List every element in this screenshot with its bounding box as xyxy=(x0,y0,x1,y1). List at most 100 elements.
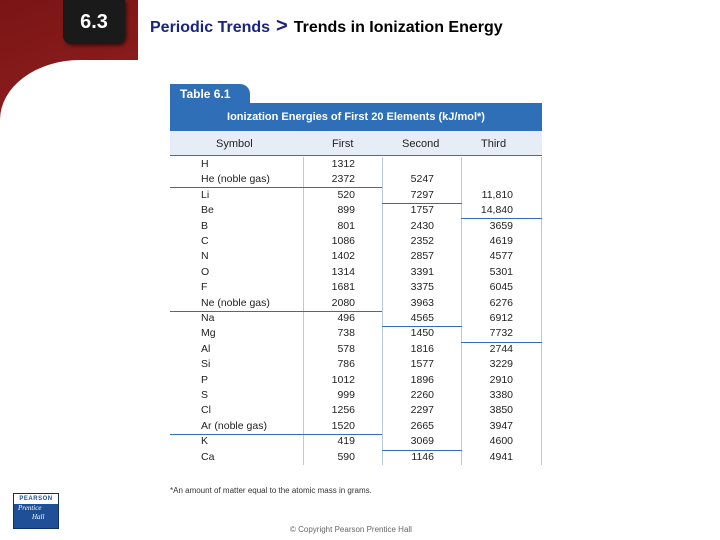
cell-second: 1757 xyxy=(410,204,434,217)
table-row: Ca 590 1146 4941 xyxy=(170,450,542,465)
cell-third: 4600 xyxy=(489,435,513,448)
copyright-notice: © Copyright Pearson Prentice Hall xyxy=(290,525,412,534)
table-row: K 419 3069 4600 xyxy=(170,434,542,449)
table-row: Ar (noble gas) 1520 2665 3947 xyxy=(170,419,542,434)
ionization-table: H 1312 He (noble gas) 2372 5247 Li 520 7297 11,8… xyxy=(170,157,542,465)
table-footnote: *An amount of matter equal to the atomic… xyxy=(170,486,372,495)
cell-second: 3963 xyxy=(410,296,434,309)
cell-second: 1577 xyxy=(410,358,434,371)
table-row: F 1681 3375 6045 xyxy=(170,280,542,295)
cell-symbol: O xyxy=(201,265,210,278)
cell-symbol: Al xyxy=(201,342,211,355)
logo-hall-text: Hall xyxy=(32,513,45,521)
slide-position: 10 of 31 xyxy=(671,489,711,501)
table-row: Al 578 1816 2744 xyxy=(170,342,542,357)
cell-first: 590 xyxy=(337,450,355,463)
cell-second: 1146 xyxy=(411,450,434,463)
title-bar xyxy=(138,0,720,90)
shell-divider xyxy=(170,311,382,312)
cell-symbol: F xyxy=(201,281,208,294)
shell-divider xyxy=(461,342,542,343)
table-row: N 1402 2857 4577 xyxy=(170,249,542,264)
slide-label: Slide xyxy=(686,475,711,487)
cell-third: 3380 xyxy=(489,389,513,401)
cell-third: 6912 xyxy=(489,312,513,324)
cell-third: 2744 xyxy=(489,342,513,355)
cell-symbol: P xyxy=(201,373,209,386)
cell-symbol: Ca xyxy=(201,450,215,463)
column-header-symbol: Symbol xyxy=(216,138,253,150)
cell-third: 3229 xyxy=(489,358,513,371)
cell-second: 2260 xyxy=(410,389,434,401)
cell-first: 578 xyxy=(337,342,355,355)
cell-symbol: Li xyxy=(201,188,210,201)
shell-divider xyxy=(382,203,462,204)
table-row: Cl 1256 2297 3850 xyxy=(170,403,542,418)
logo-prentice-text: Prentice xyxy=(18,504,42,512)
cell-first: 2080 xyxy=(331,296,355,309)
cell-third: 7732 xyxy=(489,327,513,340)
column-header-first: First xyxy=(332,138,354,150)
cell-third: 6276 xyxy=(489,296,513,309)
cell-symbol: Ar (noble gas) xyxy=(201,419,267,432)
cell-third: 5301 xyxy=(489,265,513,278)
cell-symbol: C xyxy=(201,235,209,247)
cell-first: 1086 xyxy=(331,235,355,247)
cell-first: 801 xyxy=(337,219,355,232)
section-number: 6.3 xyxy=(80,10,108,33)
shell-divider xyxy=(170,187,382,188)
cell-second: 1816 xyxy=(410,342,434,355)
table-row: O 1314 3391 5301 xyxy=(170,265,542,280)
cell-symbol: H xyxy=(201,158,209,170)
cell-third: 4619 xyxy=(489,235,513,247)
cell-first: 999 xyxy=(337,389,355,401)
breadcrumb-parent: Periodic Trends xyxy=(150,19,271,36)
grid-line xyxy=(541,157,542,465)
cell-second: 2857 xyxy=(410,250,434,263)
cell-second: 1450 xyxy=(410,327,434,340)
cell-symbol: Be xyxy=(201,204,214,217)
cell-first: 419 xyxy=(337,435,355,448)
cell-second: 3375 xyxy=(410,281,434,294)
cell-second: 3069 xyxy=(410,435,434,448)
shell-divider xyxy=(461,218,542,219)
cell-third: 3850 xyxy=(489,404,513,417)
cell-symbol: Ne (noble gas) xyxy=(201,296,270,309)
cell-symbol: K xyxy=(201,435,209,448)
cell-third: 2910 xyxy=(489,373,513,386)
grid-line xyxy=(382,157,383,465)
cell-second: 7297 xyxy=(410,188,434,201)
table-row: Mg 738 1450 7732 xyxy=(170,326,542,341)
breadcrumb-current: Trends in Ionization Energy xyxy=(293,19,503,36)
cell-first: 1312 xyxy=(331,158,355,170)
cell-first: 1681 xyxy=(331,281,355,294)
table-row: Si 786 1577 3229 xyxy=(170,357,542,372)
slide-title: Periodic Trends > Trends in Ionization Ene… xyxy=(150,15,503,38)
cell-second: 5247 xyxy=(410,173,434,186)
cell-symbol: B xyxy=(201,219,209,232)
cell-first: 899 xyxy=(337,204,355,217)
table-row: P 1012 1896 2910 xyxy=(170,373,542,388)
shell-divider xyxy=(382,326,462,327)
cell-first: 1402 xyxy=(331,250,355,263)
cell-second: 3391 xyxy=(410,265,434,278)
cell-first: 1314 xyxy=(331,265,355,278)
column-header-third: Third xyxy=(481,138,507,150)
table-row: He (noble gas) 2372 5247 xyxy=(170,172,542,187)
cell-third: 3659 xyxy=(489,219,513,232)
cell-first: 1012 xyxy=(331,373,355,386)
cell-first: 1256 xyxy=(331,404,355,417)
grid-line xyxy=(461,157,462,465)
cell-second: 4565 xyxy=(410,312,434,324)
cell-symbol: Cl xyxy=(201,404,211,417)
table-row: Li 520 7297 11,810 xyxy=(170,188,542,203)
cell-third: 14,840 xyxy=(480,204,513,217)
cell-second: 2297 xyxy=(410,404,434,417)
column-header-second: Second xyxy=(402,138,440,150)
table-row: H 1312 xyxy=(170,157,542,172)
breadcrumb-separator: > xyxy=(276,15,288,37)
cell-symbol: Na xyxy=(201,312,215,324)
column-headers: Symbol First Second Third xyxy=(170,131,542,156)
table-row: Ne (noble gas) 2080 3963 6276 xyxy=(170,296,542,311)
cell-first: 1520 xyxy=(331,419,355,432)
